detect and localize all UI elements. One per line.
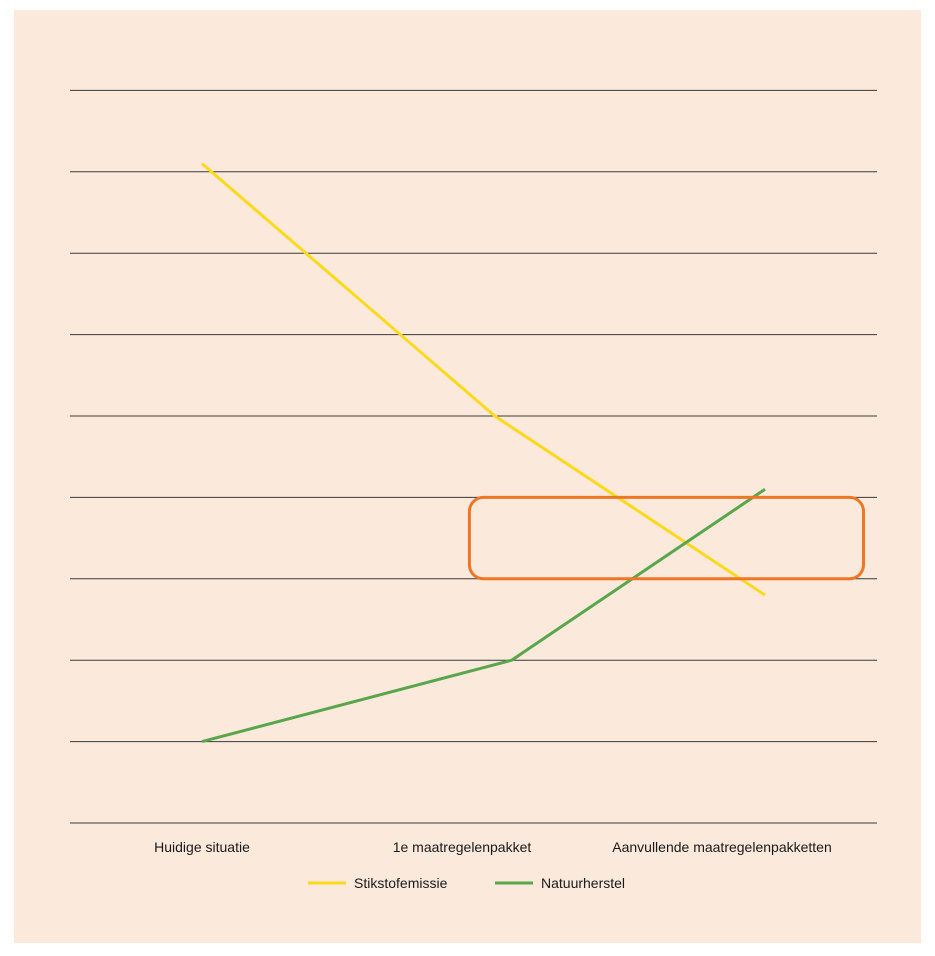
legend-label-natuurherstel: Natuurherstel: [541, 875, 625, 891]
gridlines: [70, 89, 877, 824]
x-tick-label: Aanvullende maatregelenpakketten: [612, 839, 832, 855]
series-line-stikstofemissie: [201, 162, 766, 597]
x-tick-label: Huidige situatie: [154, 839, 250, 855]
x-tick-label: 1e maatregelenpakket: [393, 839, 532, 855]
chart-panel: [14, 10, 921, 943]
series-line-natuurherstel: [201, 488, 766, 744]
annotations: [467, 495, 866, 581]
series-lines: [201, 162, 766, 744]
x-axis-tick-labels: Huidige situatie 1e maatregelenpakket Aanv…: [154, 839, 832, 855]
legend: Stikstofemissie Natuurherstel: [308, 875, 625, 891]
highlight-box: [467, 495, 866, 581]
legend-label-stikstofemissie: Stikstofemissie: [354, 875, 448, 891]
